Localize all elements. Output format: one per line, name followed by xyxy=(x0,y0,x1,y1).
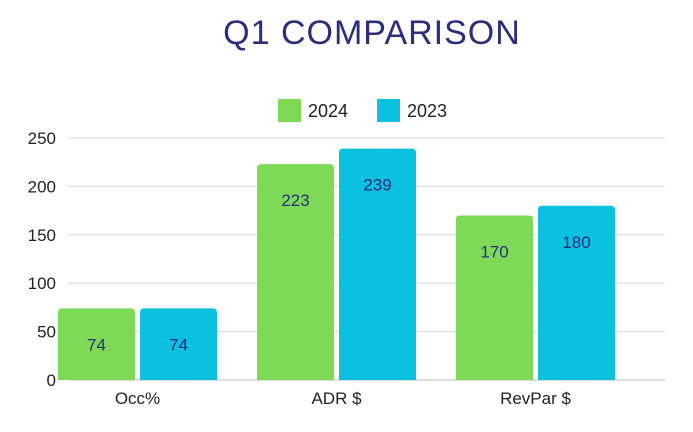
y-tick-label: 100 xyxy=(28,274,56,293)
data-labels: 74 74 223 239 170 180 xyxy=(87,176,591,355)
bars xyxy=(58,148,615,380)
data-label: 74 xyxy=(87,335,106,354)
x-tick-label: Occ% xyxy=(115,389,160,408)
data-label: 170 xyxy=(480,242,508,261)
y-axis: 0 50 100 150 200 250 xyxy=(28,129,56,390)
bar-2024-adr xyxy=(257,164,334,380)
data-label: 180 xyxy=(562,233,590,252)
y-tick-label: 0 xyxy=(47,371,56,390)
x-axis: Occ% ADR $ RevPar $ xyxy=(115,389,572,408)
y-tick-label: 200 xyxy=(28,177,56,196)
chart-title: Q1 COMPARISON xyxy=(223,14,521,52)
bar-2023-occ xyxy=(140,308,217,380)
y-tick-label: 250 xyxy=(28,129,56,148)
legend-swatch-2024 xyxy=(278,99,301,122)
y-tick-label: 50 xyxy=(37,323,56,342)
legend-swatch-2023 xyxy=(377,99,400,122)
data-label: 223 xyxy=(281,191,309,210)
data-label: 74 xyxy=(169,335,188,354)
bar-2023-revpar xyxy=(538,205,615,380)
legend: 2024 2023 xyxy=(278,99,447,122)
x-tick-label: ADR $ xyxy=(311,389,362,408)
x-tick-label: RevPar $ xyxy=(500,389,571,408)
legend-label-2023: 2023 xyxy=(407,101,447,121)
data-label: 239 xyxy=(363,176,391,195)
y-tick-label: 150 xyxy=(28,226,56,245)
bar-2023-adr xyxy=(339,148,416,380)
legend-label-2024: 2024 xyxy=(308,101,348,121)
bar-2024-occ xyxy=(58,308,135,380)
bar-2024-revpar xyxy=(456,215,533,380)
